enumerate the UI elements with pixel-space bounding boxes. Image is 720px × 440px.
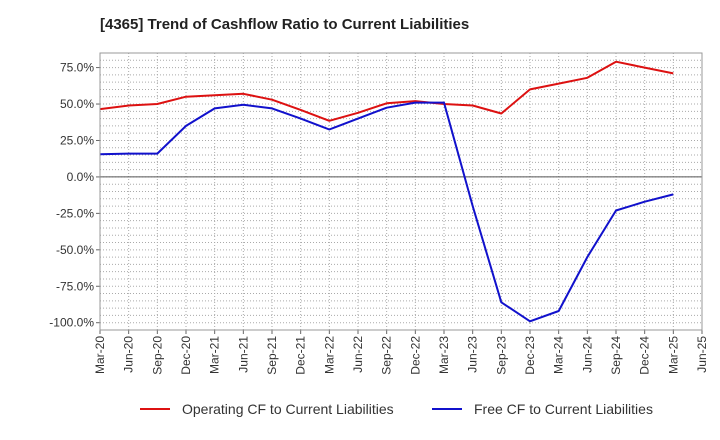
x-axis-ticks: Mar-20 Jun-20 Sep-20 Dec-20 Mar-21 Jun-21 Sep-… [93, 330, 709, 375]
y-tick-label: 50.0% [60, 97, 94, 111]
x-tick-label: Jun-24 [580, 336, 594, 373]
y-tick-label: 75.0% [60, 61, 94, 75]
y-tick-label: 0.0% [67, 170, 95, 184]
plot-frame [99, 52, 703, 331]
x-tick-label: Dec-21 [294, 336, 308, 375]
x-tick-label: Jun-22 [351, 336, 365, 373]
x-tick-label: Jun-25 [695, 336, 709, 373]
legend-label-1: Operating CF to Current Liabilities [182, 401, 394, 417]
x-tick-label: Sep-23 [494, 336, 508, 375]
x-tick-label: Jun-23 [466, 336, 480, 373]
chart-title: [4365] Trend of Cashflow Ratio to Curren… [100, 16, 470, 33]
x-tick-label: Sep-22 [380, 336, 394, 375]
x-tick-label: Mar-23 [437, 336, 451, 374]
legend: Operating CF to Current Liabilities Free … [140, 401, 653, 417]
x-tick-label: Jun-21 [236, 336, 250, 373]
x-tick-label: Sep-21 [265, 336, 279, 375]
x-tick-label: Mar-20 [93, 336, 107, 374]
x-tick-label: Mar-21 [208, 336, 222, 374]
series-lines [99, 60, 674, 323]
x-tick-label: Dec-24 [638, 336, 652, 375]
x-tick-label: Sep-24 [609, 336, 623, 375]
y-tick-label: -50.0% [56, 243, 94, 257]
x-tick-label: Mar-25 [666, 336, 680, 374]
y-tick-label: 25.0% [60, 133, 94, 147]
x-tick-label: Dec-23 [523, 336, 537, 375]
x-tick-label: Mar-22 [322, 336, 336, 374]
legend-label-2: Free CF to Current Liabilities [474, 401, 653, 417]
x-tick-label: Dec-22 [408, 336, 422, 375]
y-axis-ticks: 75.0% 50.0% 25.0% 0.0% -25.0% -50.0% -75.0% -10… [49, 61, 100, 330]
y-tick-label: -75.0% [56, 279, 94, 293]
x-tick-label: Sep-20 [150, 336, 164, 375]
series-line-2 [99, 101, 674, 323]
series-line-1 [99, 60, 674, 122]
y-tick-label: -25.0% [56, 206, 94, 220]
x-tick-label: Dec-20 [179, 336, 193, 375]
grid-lines [99, 53, 703, 330]
x-tick-label: Mar-24 [552, 336, 566, 374]
y-tick-label: -100.0% [49, 316, 94, 330]
x-tick-label: Jun-20 [122, 336, 136, 373]
